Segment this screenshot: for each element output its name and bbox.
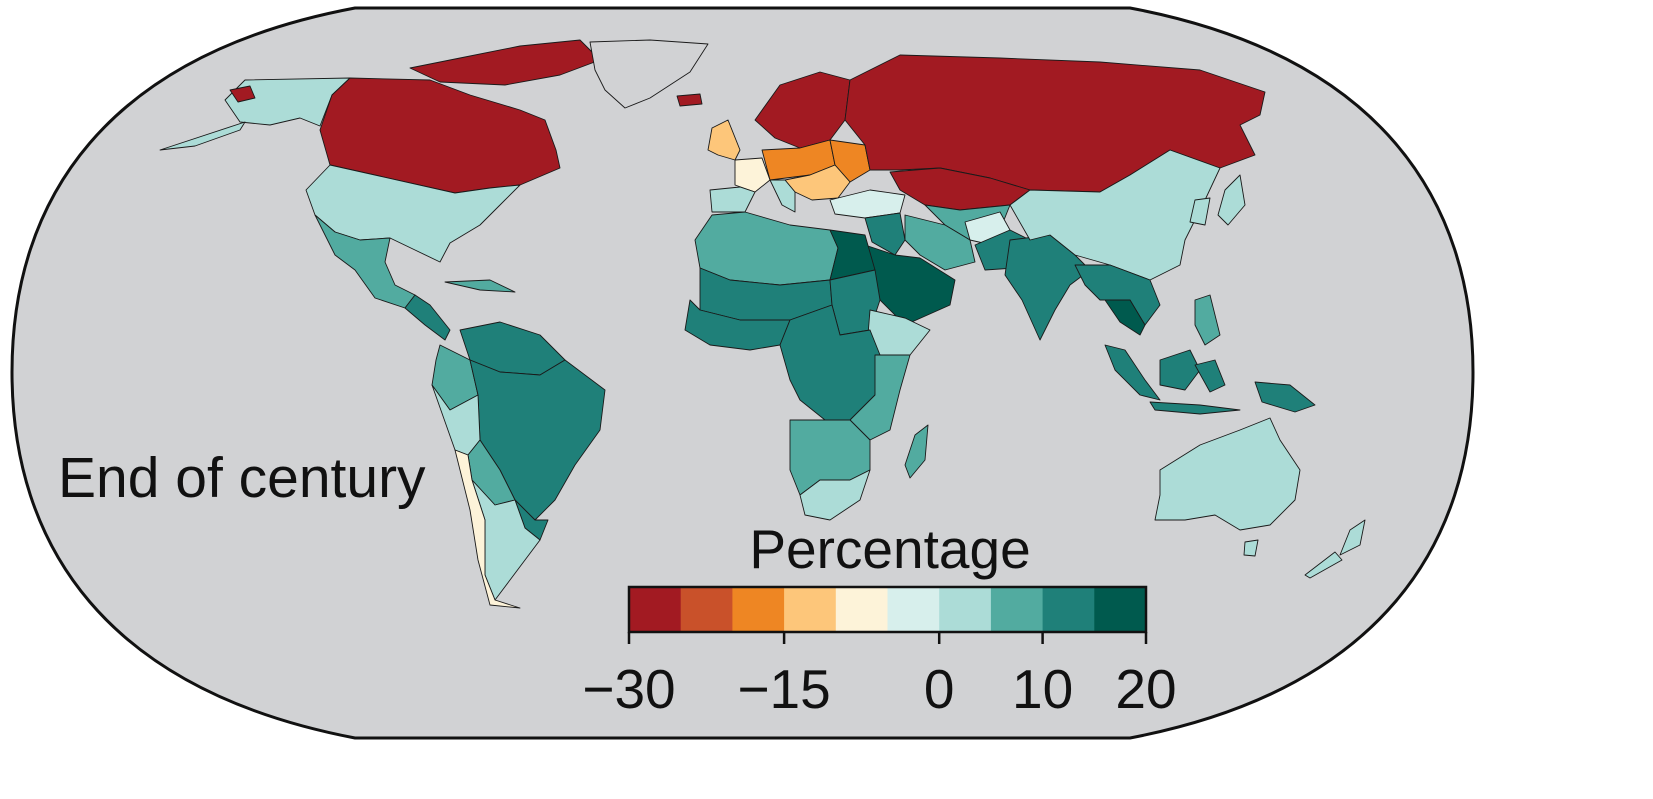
region-south-africa	[799, 469, 871, 521]
region-madagascar	[904, 424, 929, 479]
region-tasmania	[1243, 539, 1259, 557]
colorbar-legend: Percentage −30 −15 0 10 20	[582, 518, 1176, 720]
region-thailand-cambodia	[1104, 299, 1146, 336]
region-caribbean	[444, 279, 516, 293]
region-borneo	[1159, 349, 1201, 391]
region-italy	[769, 179, 796, 213]
region-iraq-syria	[864, 212, 906, 256]
legend-bin	[990, 587, 1044, 632]
region-korea-japan	[1189, 197, 1211, 226]
region-balkans	[784, 164, 851, 201]
region-canada-arctic-islands	[229, 85, 256, 103]
legend-bin	[629, 587, 682, 632]
region-chile	[454, 449, 521, 609]
region-arabia	[864, 244, 956, 326]
region-indonesia-east	[1194, 359, 1226, 393]
legend-tick-label: −30	[582, 658, 675, 720]
region-iran	[904, 214, 976, 271]
legend-title: Percentage	[749, 518, 1030, 580]
legend-bin	[680, 587, 733, 632]
region-mexico	[314, 214, 416, 309]
legend-tick-label: 0	[924, 658, 955, 720]
region-philippines	[1194, 294, 1221, 346]
legend-bin	[835, 587, 888, 632]
land-regions	[159, 39, 1366, 609]
region-iceland	[676, 93, 703, 107]
region-new-guinea	[1254, 381, 1316, 413]
region-central-america	[404, 294, 451, 341]
region-canada	[319, 77, 561, 194]
region-new-zealand	[1339, 519, 1366, 556]
legend-ticks: −30 −15 0 10 20	[582, 632, 1177, 720]
region-indonesia-east	[1149, 401, 1241, 415]
panel-label: End of century	[58, 446, 426, 510]
region-iberia	[709, 186, 756, 213]
legend-tick-label: 20	[1115, 658, 1176, 720]
legend-frame	[627, 585, 1148, 634]
legend-tick-label: 10	[1012, 658, 1073, 720]
legend-bins	[629, 587, 1147, 632]
legend-bin	[1094, 587, 1147, 632]
region-australia	[1154, 417, 1301, 531]
legend-bin	[1042, 587, 1095, 632]
legend-bin	[732, 587, 785, 632]
region-france	[734, 157, 771, 193]
region-korea-japan	[1217, 174, 1246, 226]
legend-bin	[939, 587, 992, 632]
legend-bin	[784, 587, 837, 632]
region-china-mongolia	[1009, 149, 1221, 281]
region-greenland	[589, 39, 709, 109]
region-alaska	[159, 121, 246, 151]
region-new-zealand	[1304, 551, 1343, 579]
legend-bin	[887, 587, 940, 632]
region-east-africa	[849, 354, 911, 441]
region-eastern-europe	[829, 139, 871, 183]
region-malaysia-sumatra	[1104, 344, 1161, 401]
legend-tick-label: −15	[737, 658, 830, 720]
